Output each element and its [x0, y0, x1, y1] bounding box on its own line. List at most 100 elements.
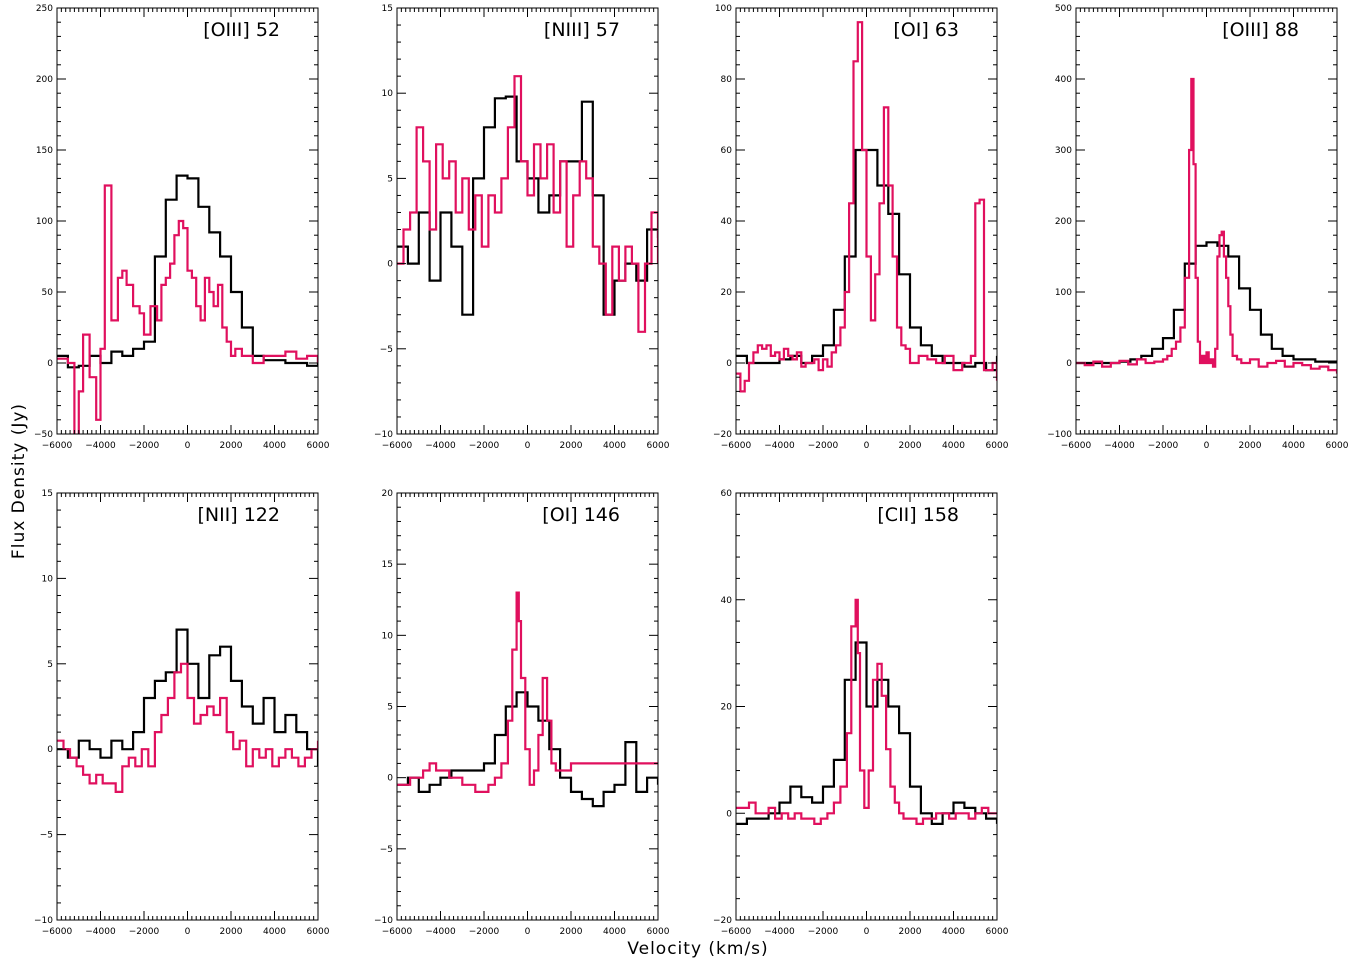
- y-tick-label: 10: [382, 631, 394, 641]
- y-tick-label: 250: [36, 4, 53, 14]
- panel-2: −6000 −4000 −2000 0 2000 4000 6000 −10 −5 0 5 10 15 […: [374, 4, 670, 451]
- x-tick-label: 0: [1204, 441, 1210, 451]
- x-tick-label: −4000: [1104, 441, 1135, 451]
- panels: −6000 −4000 −2000 0 2000 4000 6000−50050100150…: [34, 4, 1349, 937]
- x-tick-label: −4000: [85, 441, 116, 451]
- panel-6: −6000 −4000 −2000 0 2000 4000 6000 −10 −5 0 5 10 15 2…: [374, 489, 670, 937]
- y-tick-label: 10: [382, 89, 394, 99]
- series-black-line: [736, 641, 997, 825]
- x-tick-label: 0: [864, 441, 870, 451]
- x-tick-label: −2000: [129, 441, 160, 451]
- x-tick-label: 0: [525, 927, 531, 937]
- y-tick-label: 15: [382, 4, 393, 14]
- y-tick-label: −5: [380, 345, 393, 355]
- series-pink-line: [736, 598, 997, 825]
- y-axis-title: Flux Density (Jy): [9, 403, 29, 559]
- x-tick-label: 6000: [986, 441, 1009, 451]
- series-black-line: [397, 691, 658, 808]
- y-tick-label: −5: [380, 845, 393, 855]
- x-tick-label: 2000: [560, 927, 583, 937]
- y-tick-label: 0: [726, 809, 732, 819]
- y-tick-label: 40: [721, 596, 733, 606]
- series-pink-line: [736, 21, 997, 393]
- panel-5: −6000 −4000 −2000 0 2000 4000 6000 −10 −5 0 5 10 15 […: [34, 489, 330, 937]
- x-tick-label: −4000: [764, 441, 795, 451]
- x-tick-label: 2000: [220, 441, 243, 451]
- y-tick-label: 100: [36, 217, 53, 227]
- y-tick-label: 20: [721, 703, 733, 713]
- x-tick-label: −2000: [469, 927, 500, 937]
- x-tick-label: 6000: [986, 927, 1009, 937]
- x-tick-label: 6000: [307, 441, 330, 451]
- y-tick-label: −10: [374, 430, 393, 440]
- panel-title: [NII] 122: [197, 504, 280, 526]
- series-pink-line: [57, 184, 318, 434]
- y-tick-label: −10: [34, 916, 53, 926]
- y-tick-label: 0: [1066, 359, 1072, 369]
- x-tick-label: 4000: [603, 927, 626, 937]
- y-tick-label: 100: [1055, 288, 1072, 298]
- x-tick-label: −6000: [382, 927, 413, 937]
- x-tick-label: 0: [185, 441, 191, 451]
- series-pink-line: [1076, 77, 1337, 374]
- y-tick-label: 400: [1055, 75, 1072, 85]
- plot-frame: [56, 7, 319, 435]
- x-tick-label: 4000: [263, 441, 286, 451]
- panel-title: [CII] 158: [877, 504, 959, 526]
- x-tick-label: 2000: [1239, 441, 1262, 451]
- x-tick-label: 0: [525, 441, 531, 451]
- y-tick-label: 500: [1055, 4, 1072, 14]
- y-tick-label: 15: [42, 489, 53, 499]
- y-tick-label: −20: [713, 916, 732, 926]
- plot-frame: [1075, 7, 1338, 435]
- y-tick-label: 40: [721, 217, 733, 227]
- x-tick-label: −4000: [85, 927, 116, 937]
- y-tick-label: 300: [1055, 146, 1072, 156]
- x-tick-label: −2000: [808, 927, 839, 937]
- x-tick-label: −4000: [764, 927, 795, 937]
- panel-title: [OIII] 52: [203, 19, 280, 41]
- panel-3: −6000 −4000 −2000 0 2000 4000 6000 −20 0 20 40 60 80…: [713, 4, 1009, 451]
- panel-title: [OIII] 88: [1222, 19, 1299, 41]
- y-tick-label: 0: [47, 745, 53, 755]
- y-tick-label: 50: [42, 288, 54, 298]
- series-black-line: [1076, 241, 1337, 365]
- x-tick-label: 4000: [942, 927, 965, 937]
- y-tick-label: 60: [721, 146, 733, 156]
- x-tick-label: 4000: [603, 441, 626, 451]
- series-pink-line: [397, 591, 658, 793]
- y-tick-label: 200: [1055, 217, 1072, 227]
- x-tick-label: 6000: [647, 927, 670, 937]
- x-tick-label: 2000: [899, 441, 922, 451]
- y-tick-label: −50: [34, 430, 53, 440]
- series-black-line: [736, 148, 997, 372]
- y-tick-label: −100: [1047, 430, 1072, 440]
- panel-7: −6000 −4000 −2000 0 2000 4000 6000 −20 0 20 40 60 [C…: [713, 489, 1009, 937]
- x-tick-label: −2000: [129, 927, 160, 937]
- x-tick-label: 4000: [1282, 441, 1305, 451]
- y-tick-label: −10: [374, 916, 393, 926]
- y-tick-label: −20: [713, 430, 732, 440]
- y-tick-label: 10: [42, 574, 54, 584]
- panel-1: −6000 −4000 −2000 0 2000 4000 6000 −50 0 50 100 150…: [34, 4, 330, 451]
- x-tick-label: 2000: [560, 441, 583, 451]
- panel-4: −6000 −4000 −2000 0 2000 4000 6000 −100 0 100 200 3…: [1047, 4, 1348, 451]
- x-tick-label: −6000: [721, 927, 752, 937]
- x-tick-label: 4000: [263, 927, 286, 937]
- x-tick-label: −6000: [42, 441, 73, 451]
- x-tick-label: −4000: [425, 441, 456, 451]
- panel-title: [OI] 63: [893, 19, 959, 41]
- x-tick-label: 6000: [307, 927, 330, 937]
- x-tick-label: 6000: [647, 441, 670, 451]
- x-tick-label: −2000: [808, 441, 839, 451]
- x-tick-label: −6000: [382, 441, 413, 451]
- x-tick-label: −4000: [425, 927, 456, 937]
- y-tick-label: 5: [387, 703, 393, 713]
- x-tick-label: 4000: [942, 441, 965, 451]
- y-tick-label: 5: [47, 660, 53, 670]
- y-tick-label: 0: [726, 359, 732, 369]
- y-tick-label: 150: [36, 146, 53, 156]
- y-tick-label: 100: [715, 4, 732, 14]
- x-tick-label: −2000: [1148, 441, 1179, 451]
